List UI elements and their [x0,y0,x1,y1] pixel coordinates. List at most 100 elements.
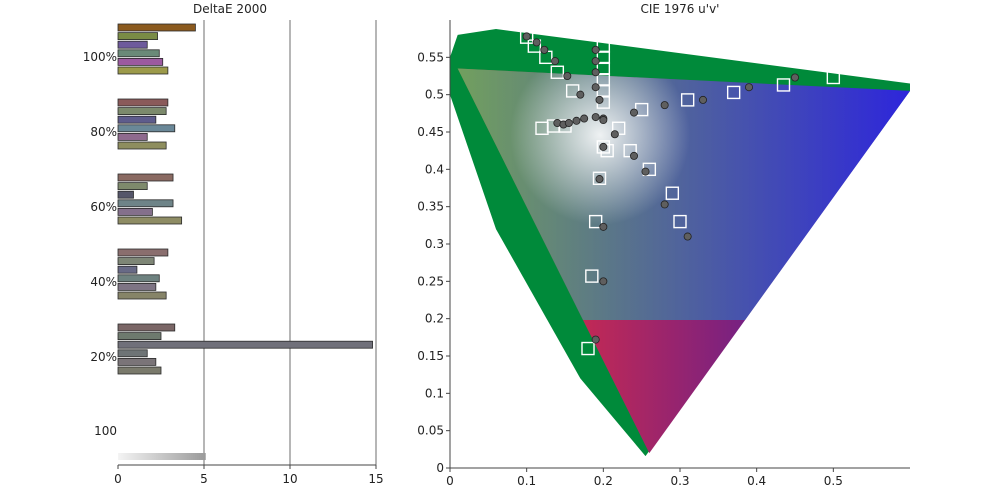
cie-y-tick-label: 0.45 [417,125,444,139]
cie-x-tick-label: 0.1 [517,474,536,488]
target-marker [585,269,599,283]
cie-x-tick-label: 0 [446,474,454,488]
measured-point [576,90,585,99]
cie-x-ticks: 0 0.1 0.2 0.3 0.4 0.5 [446,468,843,488]
chromaticity-diagram [450,29,910,457]
measured-point [683,232,692,241]
deltae-bar [117,366,162,375]
target-marker [596,50,611,65]
measured-point [660,101,669,110]
cie-y-tick-label: 0.1 [425,386,444,400]
measured-point [591,68,600,77]
target-marker [596,84,611,98]
deltae-group-label: 100% [83,50,117,64]
deltae-x-tick-label: 5 [200,472,208,486]
measured-point [699,95,708,104]
deltae-bar [117,340,373,349]
measured-point [540,45,549,54]
cie-y-tick-label: 0.05 [417,424,444,438]
deltae-bars [117,23,373,460]
deltae-x-tick-label: 10 [282,472,297,486]
measured-point [745,83,754,92]
deltae-bar [117,66,169,75]
measured-point [580,114,589,123]
cie-x-tick-label: 0.2 [594,474,613,488]
deltae-bar [117,274,160,283]
target-marker [826,70,841,85]
measured-point [591,335,600,344]
deltae-bar [117,107,167,115]
measured-point [591,83,600,92]
deltae-bar [117,216,183,225]
deltae-bar [117,257,155,266]
measured-point [599,277,608,286]
deltae-bar [117,115,157,124]
target-marker [519,30,534,44]
target-marker [565,84,580,98]
measured-point [599,222,608,231]
target-marker [726,85,741,100]
measured-point [660,200,669,209]
deltae-group-label: 40% [90,275,117,289]
cie-x-tick-label: 0.4 [747,474,766,488]
deltae-y-labels: 100% 80% 60% 40% 20% 100 [83,50,117,438]
target-marker [550,65,565,79]
deltae-bar [117,357,157,366]
target-marker [665,186,680,200]
cie-y-tick-label: 0.3 [425,237,444,251]
deltae-bar [117,190,134,199]
cie-x-tick-label: 0.5 [824,474,843,488]
measured-point [610,130,619,139]
measured-point [564,119,573,128]
target-marker [596,39,611,53]
measured-point [591,113,600,122]
deltae-bar [117,173,174,182]
cie-y-tick-label: 0.35 [417,200,444,214]
measured-point [595,175,604,184]
measured-point [641,167,650,176]
measured-point [591,57,600,66]
deltae-bar [117,182,148,191]
deltae-bar [117,23,196,32]
deltae-bar [117,40,148,49]
deltae-x-tick-label: 15 [368,472,383,486]
deltae-bar [117,349,148,358]
deltae-bar [117,98,169,107]
deltae-bar [117,32,158,40]
target-marker [673,214,687,229]
deltae-x-tick-label: 0 [114,472,122,486]
measured-point [563,72,572,81]
deltae-bar [117,141,167,150]
target-marker [776,78,791,92]
deltae-bar [117,282,157,291]
cie-x-tick-label: 0.3 [670,474,689,488]
cie-title: CIE 1976 u'v' [641,2,720,16]
measured-point [591,45,600,54]
cie-y-tick-label: 0.4 [425,162,444,176]
measured-point [522,32,531,41]
measured-point [630,108,639,117]
deltae-bar [117,291,167,300]
cie-y-ticks: 0 0.05 0.1 0.15 0.2 0.25 0.3 0.35 0.4 0.45 0.5 0.55 [417,50,450,475]
cie-y-tick-label: 0 [436,461,444,475]
measured-point [630,151,639,160]
cie-y-tick-label: 0.2 [425,312,444,326]
target-marker [596,61,611,76]
deltae-bar [117,132,148,141]
measured-point [532,38,541,47]
measured-points [522,32,800,344]
deltae-group-label: 20% [90,350,117,364]
deltae-bar [117,323,176,332]
deltae-title: DeltaE 2000 [193,2,267,16]
target-marker [596,140,611,154]
measured-point [791,73,800,82]
deltae-x-ticks: 0 5 10 15 [114,465,384,486]
deltae-gridlines [203,20,377,465]
deltae-chart: DeltaE 2000 100% 80% 60% 40% 20% 100 0 5 10 15 [83,2,384,486]
target-marker [592,171,607,185]
deltae-group-label: 60% [90,200,117,214]
cie-y-tick-label: 0.55 [417,50,444,64]
deltae-bar [117,207,153,216]
deltae-bar [117,124,176,133]
cie-y-tick-label: 0.15 [417,349,444,363]
